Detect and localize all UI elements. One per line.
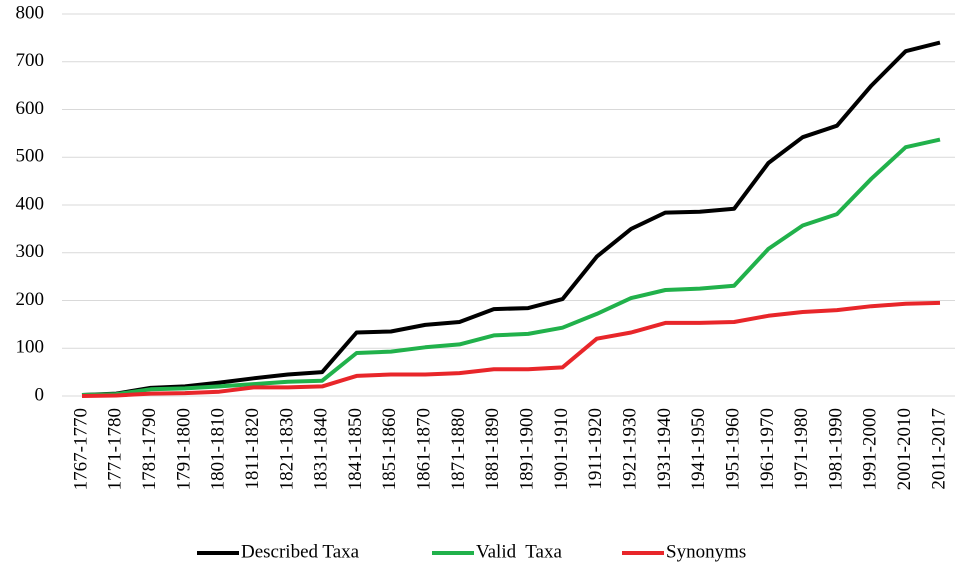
x-tick-label: 1941-1950 — [688, 408, 709, 490]
x-tick-label: 1871-1880 — [448, 408, 469, 490]
x-tick-label: 1891-1900 — [517, 408, 538, 490]
y-tick-label: 100 — [16, 337, 45, 358]
y-tick-label: 400 — [16, 193, 45, 214]
x-tick-label: 1851-1860 — [379, 408, 400, 490]
x-tick-label: 1801-1810 — [208, 408, 229, 490]
legend-label: Synonyms — [666, 541, 746, 562]
x-tick-label: 1841-1850 — [345, 408, 366, 490]
x-tick-label: 1831-1840 — [311, 408, 332, 490]
series-line — [81, 137, 941, 397]
y-tick-label: 0 — [35, 384, 45, 405]
x-tick-label: 1971-1980 — [791, 408, 812, 490]
x-tick-label: 1861-1870 — [414, 408, 435, 490]
x-tick-label: 1901-1910 — [551, 408, 572, 490]
x-tick-label: 1781-1790 — [139, 408, 160, 490]
x-tick-label: 1951-1960 — [722, 408, 743, 490]
legend-label: Described Taxa — [241, 541, 360, 562]
y-tick-label: 700 — [16, 50, 45, 71]
x-tick-label: 1821-1830 — [276, 408, 297, 490]
x-tick-label: 1791-1800 — [173, 408, 194, 490]
x-tick-label: 1961-1970 — [757, 408, 778, 490]
x-tick-label: 1767-1770 — [70, 408, 91, 490]
series-line — [81, 40, 941, 397]
y-tick-label: 300 — [16, 241, 45, 262]
y-tick-label: 500 — [16, 146, 45, 167]
x-tick-label: 1911-1920 — [585, 408, 606, 490]
x-tick-label: 1991-2000 — [860, 408, 881, 490]
x-tick-label: 1771-1780 — [105, 408, 126, 490]
series-line — [81, 300, 941, 398]
x-tick-label: 1931-1940 — [654, 408, 675, 490]
x-tick-label: 1921-1930 — [619, 408, 640, 490]
y-tick-label: 200 — [16, 289, 45, 310]
x-tick-label: 1881-1890 — [482, 408, 503, 490]
x-tick-label: 2001-2010 — [894, 408, 915, 490]
y-tick-label: 600 — [16, 98, 45, 119]
x-tick-label: 1811-1820 — [242, 408, 263, 490]
x-tick-label: 1981-1990 — [825, 408, 846, 490]
legend-label: Valid Taxa — [476, 541, 562, 562]
y-tick-label: 800 — [16, 2, 45, 23]
x-tick-label: 2011-2017 — [928, 408, 949, 490]
